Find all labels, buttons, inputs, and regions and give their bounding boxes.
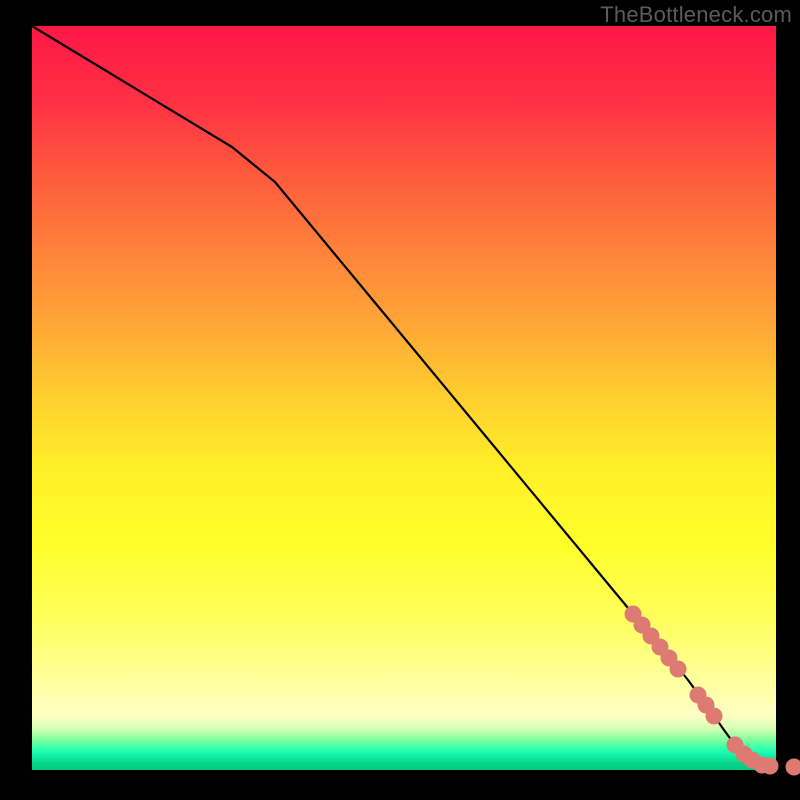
marker-point [762, 758, 779, 775]
marker-point [786, 759, 800, 776]
watermark-text: TheBottleneck.com [600, 2, 792, 28]
chart-container: { "watermark": { "text": "TheBottleneck.… [0, 0, 800, 800]
chart-svg [0, 0, 800, 800]
marker-point [706, 708, 723, 725]
marker-point [670, 661, 687, 678]
